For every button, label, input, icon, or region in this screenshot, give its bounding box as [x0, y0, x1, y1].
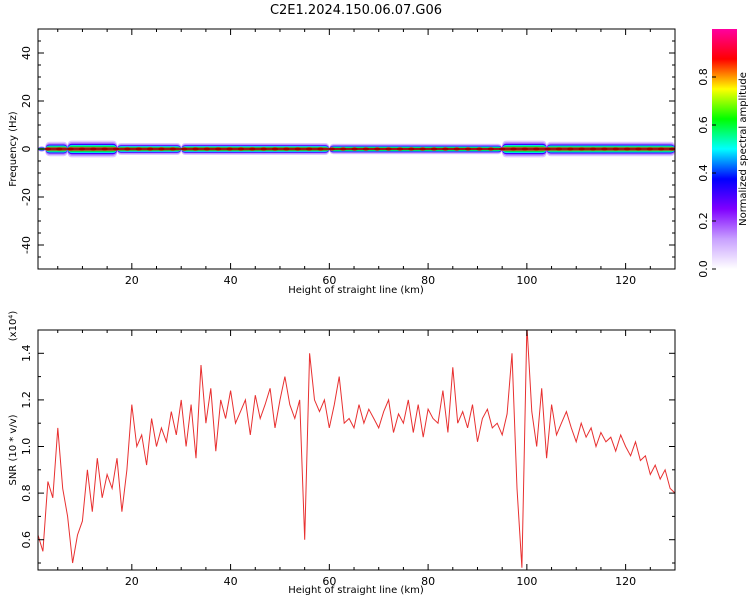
colorbar-tick-label: 0.6 — [697, 116, 710, 134]
y-tick-label: 1.4 — [20, 345, 33, 363]
x-tick-label: 40 — [224, 575, 238, 588]
spectrogram-y-label: Frequency (Hz) — [8, 111, 19, 187]
y-tick-label: 40 — [20, 46, 33, 60]
y-tick-label: 1.0 — [20, 438, 33, 456]
x-tick-label: 100 — [516, 274, 537, 287]
colorbar-ticks: 0.0 0.2 0.4 0.6 0.8 — [697, 68, 716, 278]
x-tick-label: 60 — [322, 274, 336, 287]
x-tick-label: 80 — [421, 575, 435, 588]
colorbar-tick-label: 0.8 — [697, 68, 710, 86]
x-tick-label: 80 — [421, 274, 435, 287]
snr-frame — [37, 329, 676, 571]
colorbar: 0.0 0.2 0.4 0.6 0.8 Normalized spectral ampl… — [697, 29, 749, 278]
y-tick-label: 1.2 — [20, 391, 33, 409]
snr-ticks: 20 40 60 80 100 120 0.6 0.8 1.0 1.2 1.4 — [20, 330, 675, 588]
y-tick-label: 0.8 — [20, 484, 33, 502]
y-tick-label: 0 — [20, 146, 33, 153]
spectrogram-panel: 20 40 60 80 100 120 -40 -20 0 20 40 Height of stra… — [8, 28, 676, 296]
x-tick-label: 120 — [615, 274, 636, 287]
colorbar-tick-label: 0.2 — [697, 212, 710, 230]
spectrogram-ticks: 20 40 60 80 100 120 -40 -20 0 20 40 — [20, 29, 675, 287]
snr-series-line — [38, 330, 675, 568]
snr-panel: 20 40 60 80 100 120 0.6 0.8 1.0 1.2 1.4 Height of … — [8, 311, 676, 596]
x-tick-label: 20 — [125, 274, 139, 287]
figure-title: C2E1.2024.150.06.07.G06 — [270, 3, 442, 18]
y-tick-label: -40 — [20, 236, 33, 254]
y-tick-label: -20 — [20, 188, 33, 206]
spectrogram-x-label: Height of straight line (km) — [288, 285, 424, 296]
snr-x-label: Height of straight line (km) — [288, 585, 424, 596]
x-tick-label: 20 — [125, 575, 139, 588]
y-tick-label: 20 — [20, 94, 33, 108]
snr-y-scale-label: (x10⁴) — [8, 311, 19, 342]
snr-background — [38, 330, 675, 570]
x-tick-label: 60 — [322, 575, 336, 588]
x-tick-label: 40 — [224, 274, 238, 287]
x-tick-label: 100 — [516, 575, 537, 588]
colorbar-label: Normalized spectral amplitude — [738, 72, 749, 226]
y-tick-label: 0.6 — [20, 531, 33, 549]
colorbar-gradient — [712, 29, 737, 269]
colorbar-tick-label: 0.0 — [697, 260, 710, 278]
x-tick-label: 120 — [615, 575, 636, 588]
colorbar-tick-label: 0.4 — [697, 164, 710, 182]
snr-y-label: SNR (10 * v/v) — [8, 414, 19, 485]
